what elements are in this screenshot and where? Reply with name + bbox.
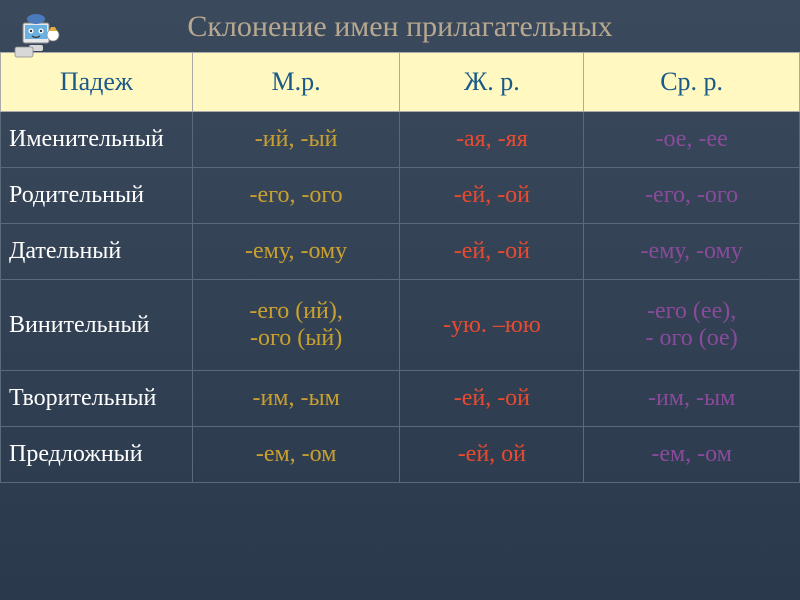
neuter-cell: -им, -ым: [584, 371, 800, 427]
header-feminine: Ж. р.: [400, 53, 584, 112]
computer-character-icon: [5, 5, 65, 60]
case-name-cell: Именительный: [1, 112, 193, 168]
neuter-cell: -ое, -ее: [584, 112, 800, 168]
case-name-cell: Предложный: [1, 427, 193, 483]
feminine-cell: -ей, ой: [400, 427, 584, 483]
header-neuter: Ср. р.: [584, 53, 800, 112]
masculine-cell: -его (ий),-ого (ый): [192, 280, 400, 371]
neuter-cell: -его, -ого: [584, 168, 800, 224]
header-masculine: М.р.: [192, 53, 400, 112]
masculine-cell: -его, -ого: [192, 168, 400, 224]
table-header-row: Падеж М.р. Ж. р. Ср. р.: [1, 53, 800, 112]
feminine-cell: -ей, -ой: [400, 168, 584, 224]
table-row: Именительный -ий, -ый -ая, -яя -ое, -ее: [1, 112, 800, 168]
masculine-cell: -им, -ым: [192, 371, 400, 427]
declension-table: Падеж М.р. Ж. р. Ср. р. Именительный -ий…: [0, 52, 800, 483]
neuter-cell: -ем, -ом: [584, 427, 800, 483]
header-case: Падеж: [1, 53, 193, 112]
table-row: Родительный -его, -ого -ей, -ой -его, -о…: [1, 168, 800, 224]
table-row: Предложный -ем, -ом -ей, ой -ем, -ом: [1, 427, 800, 483]
table-row: Творительный -им, -ым -ей, -ой -им, -ым: [1, 371, 800, 427]
masculine-cell: -ему, -ому: [192, 224, 400, 280]
declension-table-container: Падеж М.р. Ж. р. Ср. р. Именительный -ий…: [0, 52, 800, 483]
table-row: Винительный -его (ий),-ого (ый) -ую. –юю…: [1, 280, 800, 371]
case-name-cell: Родительный: [1, 168, 193, 224]
case-name-cell: Винительный: [1, 280, 193, 371]
feminine-cell: -ую. –юю: [400, 280, 584, 371]
neuter-cell: -ему, -ому: [584, 224, 800, 280]
case-name-cell: Дательный: [1, 224, 193, 280]
masculine-cell: -ий, -ый: [192, 112, 400, 168]
table-row: Дательный -ему, -ому -ей, -ой -ему, -ому: [1, 224, 800, 280]
masculine-cell: -ем, -ом: [192, 427, 400, 483]
case-name-cell: Творительный: [1, 371, 193, 427]
feminine-cell: -ей, -ой: [400, 224, 584, 280]
neuter-cell: -его (ее),- ого (ое): [584, 280, 800, 371]
page-title: Склонение имен прилагательных: [0, 0, 800, 52]
feminine-cell: -ая, -яя: [400, 112, 584, 168]
feminine-cell: -ей, -ой: [400, 371, 584, 427]
